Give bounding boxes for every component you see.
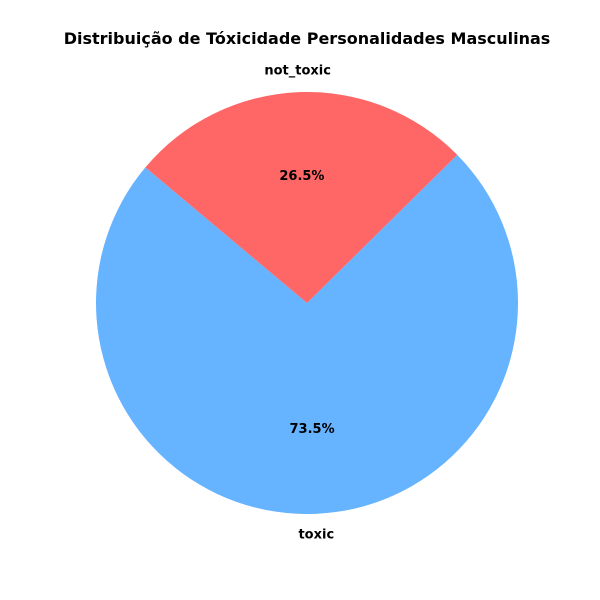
slice-label-not-toxic: not_toxic	[264, 64, 331, 79]
pie-slice-not-toxic	[145, 92, 458, 304]
percent-label-toxic: 73.5%	[290, 422, 335, 437]
chart-title: Distribuição de Tóxicidade Personalidade…	[64, 29, 551, 48]
slice-label-toxic: toxic	[298, 527, 334, 542]
percent-label-not-toxic: 26.5%	[279, 169, 324, 184]
pie-labels: toxic 73.5% not_toxic 26.5%	[264, 64, 334, 543]
pie-slices	[96, 92, 519, 514]
pie-slice-toxic	[96, 154, 519, 514]
